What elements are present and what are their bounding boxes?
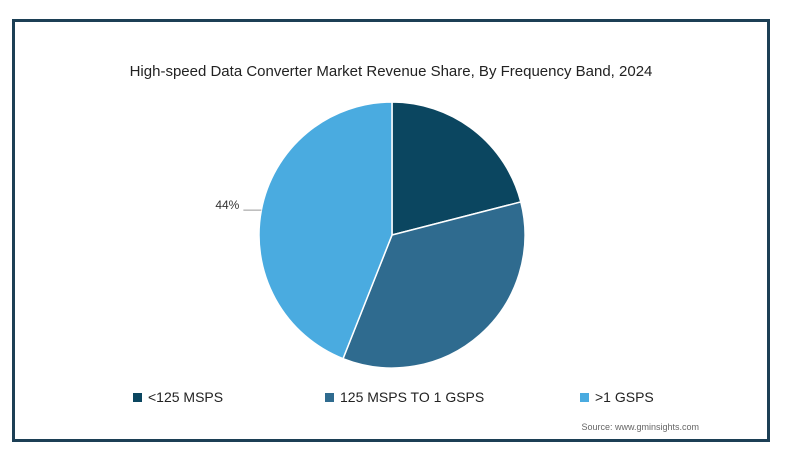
legend-swatch-125-1g [325, 392, 334, 402]
chart-frame: High-speed Data Converter Market Revenue… [12, 19, 770, 442]
pie-slice-lt125 [391, 101, 522, 236]
pie-slice-125-1g [342, 201, 526, 369]
data-label-gt1g: 44% [215, 198, 239, 212]
chart-title: High-speed Data Converter Market Revenue… [129, 63, 653, 80]
legend-swatch-lt125 [133, 392, 142, 402]
chart-legend: <125 MSPS 125 MSPS TO 1 GSPS >1 GSPS [15, 389, 767, 409]
legend-label-lt125: <125 MSPS [148, 389, 224, 405]
legend-item-gt1g: >1 GSPS [580, 389, 654, 405]
legend-item-125-1g: 125 MSPS TO 1 GSPS [325, 389, 484, 405]
legend-label-125-1g: 125 MSPS TO 1 GSPS [340, 389, 485, 405]
pie-chart: 44% [215, 101, 526, 369]
legend-swatch-gt1g [580, 392, 589, 402]
source-note: Source: www.gminsights.com [581, 422, 699, 432]
pie-slice-gt1g [258, 101, 393, 360]
legend-item-lt125: <125 MSPS [133, 389, 223, 405]
legend-label-gt1g: >1 GSPS [595, 389, 654, 405]
